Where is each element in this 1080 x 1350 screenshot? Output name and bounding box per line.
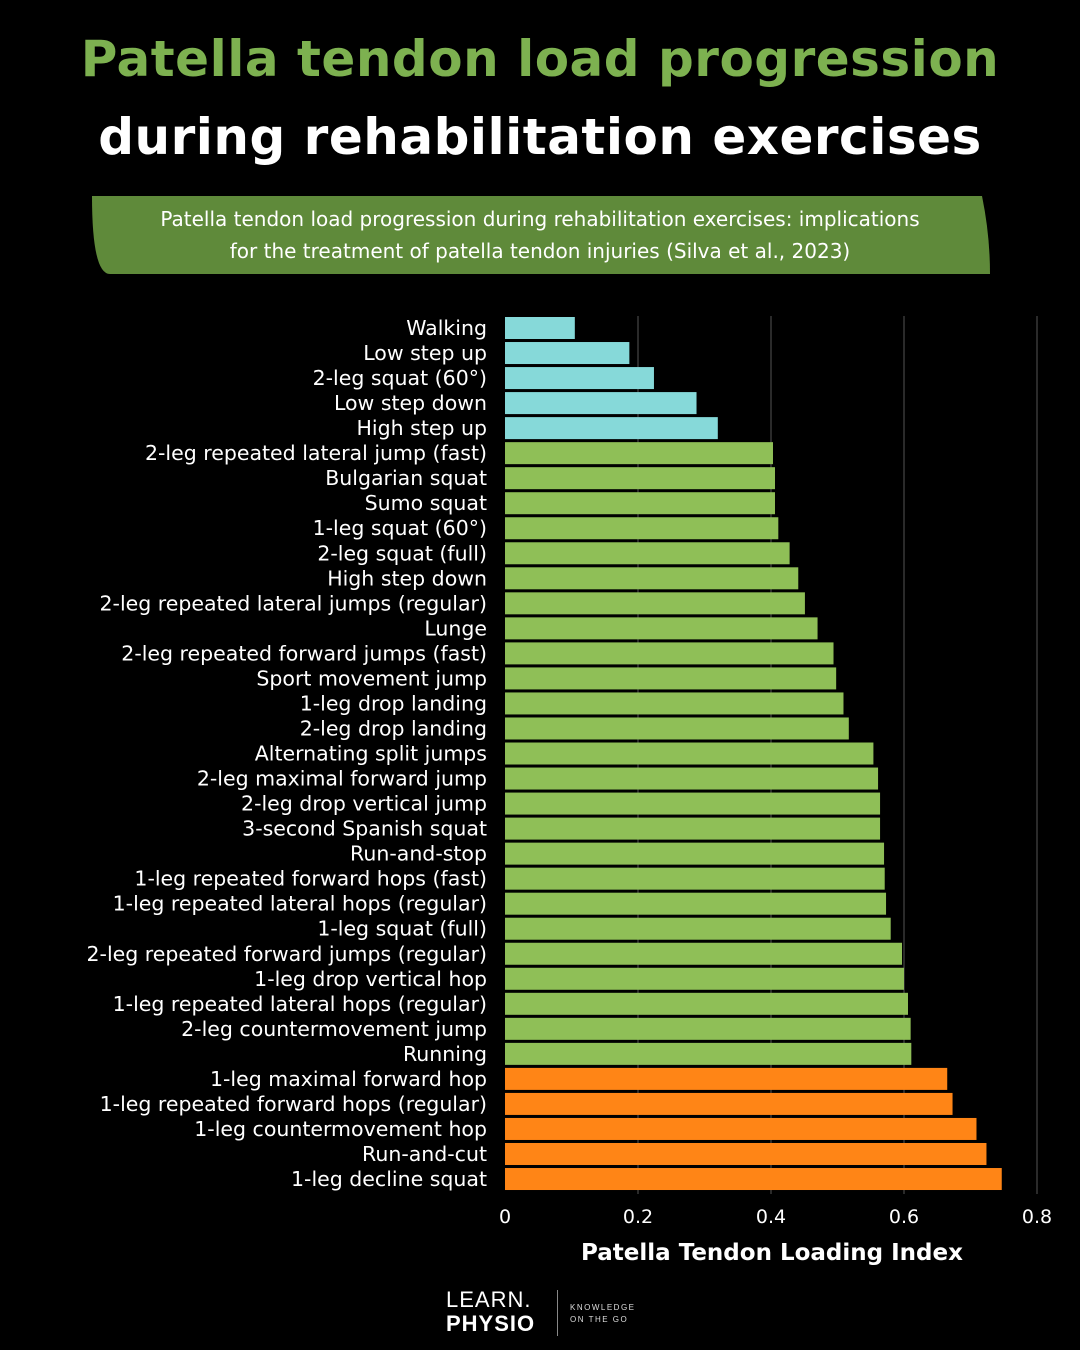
bar xyxy=(505,442,773,465)
bar xyxy=(505,492,775,515)
bar xyxy=(505,1017,911,1040)
bar xyxy=(505,717,849,740)
bar xyxy=(505,1042,912,1065)
bar xyxy=(505,592,805,615)
bar xyxy=(505,817,881,840)
bar xyxy=(505,742,874,765)
title-line-2: during rehabilitation exercises xyxy=(98,108,982,166)
category-label: Sumo squat xyxy=(365,491,487,515)
category-label: Low step down xyxy=(334,391,487,415)
category-label: Bulgarian squat xyxy=(325,466,487,490)
bars xyxy=(505,317,1002,1191)
logo-tagline: KNOWLEDGE ON THE GO xyxy=(570,1302,636,1326)
category-label: 1-leg drop landing xyxy=(300,691,487,715)
bar xyxy=(505,942,903,965)
category-label: 2-leg repeated forward jumps (regular) xyxy=(87,942,488,966)
bar xyxy=(505,392,697,415)
category-label: Running xyxy=(403,1042,487,1066)
category-label: 2-leg countermovement jump xyxy=(181,1017,487,1041)
bar xyxy=(505,1142,987,1165)
bar xyxy=(505,642,834,665)
x-tick-labels: 0 0.2 0.4 0.6 0.8 xyxy=(499,1206,1052,1228)
bar xyxy=(505,367,654,390)
bar xyxy=(505,917,891,940)
bar xyxy=(505,692,844,715)
category-label: Sport movement jump xyxy=(256,666,487,690)
x-axis-label: Patella Tendon Loading Index xyxy=(581,1240,963,1266)
bar xyxy=(505,317,575,339)
category-label: 1-leg decline squat xyxy=(291,1167,487,1191)
category-label: 2-leg drop vertical jump xyxy=(241,792,487,816)
bar xyxy=(505,517,779,540)
category-label: 2-leg repeated lateral jumps (regular) xyxy=(100,591,488,615)
category-label: 1-leg squat (full) xyxy=(317,917,487,941)
bar xyxy=(505,467,775,490)
category-label: 1-leg drop vertical hop xyxy=(254,967,487,991)
category-label: 2-leg squat (60°) xyxy=(313,366,487,390)
bar xyxy=(505,842,885,865)
bar xyxy=(505,792,881,815)
category-label: 1-leg repeated forward hops (fast) xyxy=(134,867,487,891)
category-label: Lunge xyxy=(424,616,487,640)
learn-physio-logo: LEARN. PHYSIO xyxy=(446,1288,535,1336)
subtitle-banner xyxy=(92,196,990,274)
category-label: High step up xyxy=(357,416,488,440)
title-line-1: Patella tendon load progression xyxy=(80,30,1000,88)
subtitle: Patella tendon load progression during r… xyxy=(90,203,990,267)
category-label: 3-second Spanish squat xyxy=(242,817,487,841)
bar xyxy=(505,892,887,915)
tagline-line-2: ON THE GO xyxy=(570,1315,629,1324)
category-label: 1-leg maximal forward hop xyxy=(210,1067,487,1091)
category-label: 1-leg repeated lateral hops (regular) xyxy=(113,992,487,1016)
x-tick-label: 0.4 xyxy=(756,1206,786,1228)
bar xyxy=(505,1092,953,1115)
bar xyxy=(505,1117,977,1140)
category-label: 1-leg repeated forward hops (regular) xyxy=(100,1092,487,1116)
category-label: 1-leg countermovement hop xyxy=(194,1117,487,1141)
bar xyxy=(505,667,837,690)
category-label: 1-leg repeated lateral hops (regular) xyxy=(113,892,487,916)
bar xyxy=(505,767,879,790)
bar xyxy=(505,617,818,640)
category-label: Alternating split jumps xyxy=(255,742,487,766)
category-label: Run-and-cut xyxy=(362,1142,487,1166)
category-label: 2-leg repeated lateral jump (fast) xyxy=(145,441,487,465)
category-label: 2-leg maximal forward jump xyxy=(197,767,487,791)
tagline-line-1: KNOWLEDGE xyxy=(570,1303,636,1312)
x-tick-label: 0.8 xyxy=(1022,1206,1052,1228)
category-label: Low step up xyxy=(363,341,487,365)
x-tick-label: 0.6 xyxy=(889,1206,919,1228)
category-label: 2-leg drop landing xyxy=(300,716,487,740)
x-tick-label: 0 xyxy=(499,1206,511,1228)
bar xyxy=(505,542,790,565)
bar xyxy=(505,1067,948,1090)
bar xyxy=(505,1168,1002,1191)
bar xyxy=(505,342,630,365)
x-tick-label: 0.2 xyxy=(623,1206,653,1228)
bar xyxy=(505,967,904,990)
category-label: 2-leg squat (full) xyxy=(317,541,487,565)
category-label: 1-leg squat (60°) xyxy=(313,516,487,540)
subtitle-line-1: Patella tendon load progression during r… xyxy=(160,207,920,231)
logo-divider xyxy=(557,1290,558,1336)
bar xyxy=(505,992,908,1015)
subtitle-line-2: for the treatment of patella tendon inju… xyxy=(229,239,851,263)
bar xyxy=(505,867,885,890)
category-label: Walking xyxy=(406,316,487,340)
logo-line-2: PHYSIO xyxy=(446,1311,536,1336)
bar xyxy=(505,417,718,440)
bar xyxy=(505,567,799,590)
logo-line-1: LEARN. xyxy=(446,1287,532,1312)
category-label: Run-and-stop xyxy=(350,842,487,866)
category-label: 2-leg repeated forward jumps (fast) xyxy=(121,641,487,665)
category-label: High step down xyxy=(327,566,487,590)
